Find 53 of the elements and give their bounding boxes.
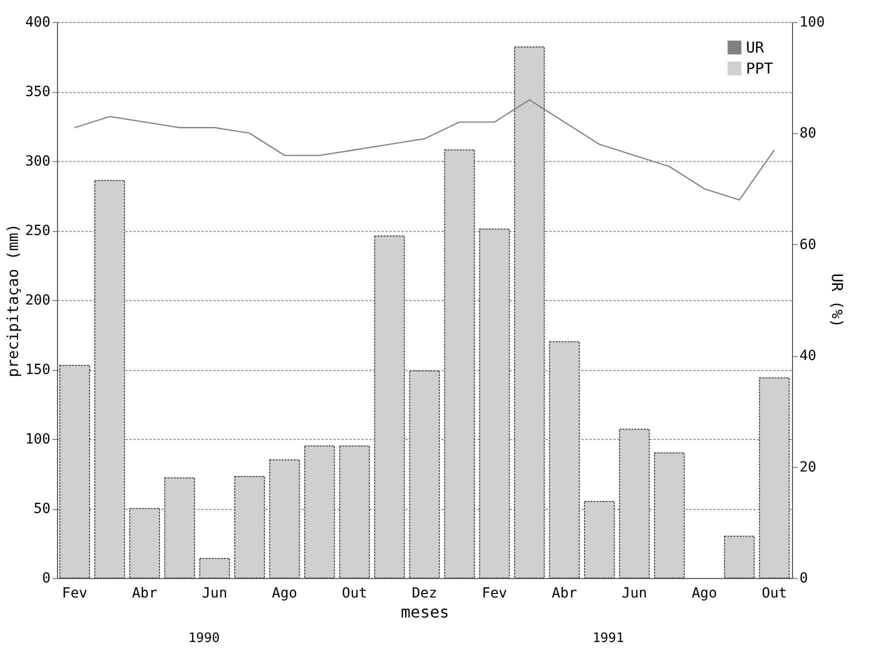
bar <box>339 445 370 578</box>
x-tick-label: Ago <box>692 586 718 602</box>
bar <box>549 341 580 578</box>
x-tick-label: Abr <box>132 586 158 602</box>
y2-tick-label: 80 <box>800 126 816 142</box>
bar <box>758 377 790 578</box>
y-axis-title: precipitaçao (mm) <box>4 224 22 378</box>
x-tick-label: Out <box>762 586 787 602</box>
legend-label: PPT <box>746 60 774 78</box>
y-tick-label: 50 <box>34 501 50 517</box>
y-tick-label: 150 <box>25 362 50 378</box>
y-tick-label: 400 <box>25 14 50 30</box>
bar <box>444 149 475 578</box>
x-axis-title: meses <box>400 602 450 622</box>
bar <box>234 476 265 578</box>
y-tick-label: 300 <box>25 154 50 170</box>
legend-label: UR <box>746 38 766 56</box>
bar <box>269 459 300 578</box>
y2-axis-title: UR (%) <box>828 273 846 328</box>
bar <box>654 452 685 578</box>
x-tick-label: Abr <box>552 586 578 602</box>
x-tick-label: Jun <box>622 586 648 602</box>
bar <box>619 428 650 578</box>
bar <box>164 477 195 578</box>
bar <box>584 501 615 578</box>
y-tick-label: 350 <box>25 84 50 100</box>
bar <box>199 558 230 578</box>
x-tick-label: Dez <box>412 586 438 602</box>
bar <box>724 536 755 578</box>
x-tick-label: Fev <box>62 586 88 602</box>
x-tick-label: Ago <box>272 586 298 602</box>
bar <box>94 180 126 578</box>
y2-tick-label: 20 <box>800 459 816 476</box>
text: 1990 <box>188 631 220 646</box>
y2-tick-label: 0 <box>800 570 808 586</box>
bar <box>374 236 405 578</box>
y-tick-label: 100 <box>25 432 50 448</box>
y2-tick-label: 100 <box>800 14 825 30</box>
bar <box>514 46 545 578</box>
bar <box>479 228 510 578</box>
bar <box>304 445 335 578</box>
y-tick-label: 0 <box>42 570 50 586</box>
y2-tick-label: 40 <box>800 348 816 364</box>
x-tick-label: Fev <box>482 586 508 602</box>
text: 1991 <box>592 631 624 646</box>
y-tick-label: 200 <box>25 292 50 308</box>
bar <box>409 370 440 578</box>
y2-tick-label: 60 <box>800 236 816 253</box>
y-tick-label: 250 <box>25 223 50 239</box>
x-tick-label: Jun <box>202 586 228 602</box>
bar <box>59 364 90 578</box>
bar <box>129 508 160 578</box>
x-tick-label: Out <box>342 586 368 602</box>
